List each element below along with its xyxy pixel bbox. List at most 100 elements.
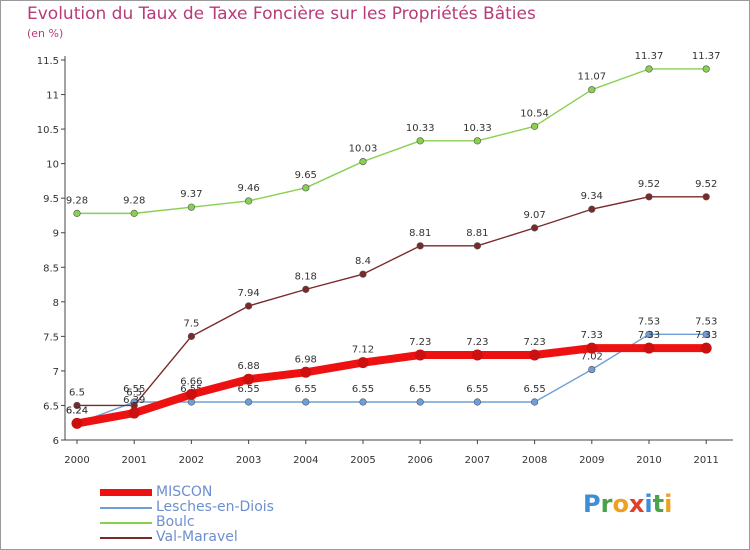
logo-letter: i: [664, 490, 673, 518]
logo-letter: r: [600, 490, 613, 518]
data-point-boulc: [645, 65, 653, 73]
data-label-boulc: 10.33: [406, 123, 435, 134]
data-label-boulc: 11.37: [692, 51, 721, 62]
chart-title: Evolution du Taux de Taxe Foncière sur l…: [27, 4, 536, 24]
data-point-val-maravel: [187, 332, 195, 340]
data-point-boulc: [359, 157, 367, 166]
data-point-lesches-en-diois: [530, 398, 539, 406]
data-label-val-maravel: 8.81: [409, 228, 431, 239]
data-label-boulc: 10.33: [463, 123, 492, 134]
data-label-lesches-en-diois: 7.02: [581, 352, 603, 363]
data-label-val-maravel: 7.94: [237, 288, 259, 299]
unit-label: (en %): [27, 27, 64, 40]
data-point-boulc: [473, 137, 482, 145]
data-label-boulc: 9.37: [180, 189, 202, 200]
data-point-val-maravel: [702, 193, 710, 201]
proxiti-logo: Proxiti: [583, 490, 672, 518]
data-point-lesches-en-diois: [416, 398, 424, 406]
data-label-miscon: 7.33: [695, 330, 717, 341]
data-point-val-maravel: [245, 302, 253, 310]
data-point-val-maravel: [588, 205, 596, 213]
data-point-val-maravel: [645, 193, 653, 201]
data-point-val-maravel: [73, 401, 81, 410]
y-tick-label: 7: [53, 367, 59, 378]
data-label-miscon: 7.23: [466, 337, 488, 348]
x-tick-label: 2001: [121, 455, 146, 466]
data-point-val-maravel: [530, 224, 539, 232]
x-tick-label: 2010: [636, 455, 661, 466]
data-point-miscon: [357, 357, 369, 369]
data-point-miscon: [300, 366, 312, 378]
data-label-lesches-en-diois: 7.53: [638, 316, 660, 327]
data-point-boulc: [302, 184, 310, 192]
y-tick-label: 6: [53, 436, 59, 447]
x-tick-label: 2004: [293, 455, 318, 466]
data-point-boulc: [73, 209, 81, 217]
y-tick-label: 10: [46, 160, 59, 171]
data-label-miscon: 6.39: [123, 395, 145, 406]
data-point-lesches-en-diois: [245, 398, 253, 406]
data-point-lesches-en-diois: [588, 365, 596, 374]
series-line-val-maravel: [76, 196, 707, 407]
data-point-boulc: [416, 137, 424, 145]
legend-swatch: [100, 537, 152, 539]
data-label-lesches-en-diois: 7.53: [695, 316, 717, 327]
x-tick-label: 2006: [407, 455, 432, 466]
data-label-miscon: 6.88: [237, 361, 259, 372]
legend-label: Lesches-en-Diois: [156, 499, 274, 515]
data-point-val-maravel: [302, 285, 310, 293]
data-label-miscon: 7.23: [523, 337, 545, 348]
y-tick-label: 10.5: [37, 125, 59, 136]
data-point-miscon: [128, 407, 140, 419]
data-point-boulc: [530, 122, 539, 130]
data-label-val-maravel: 9.52: [638, 179, 660, 190]
data-label-boulc: 11.07: [577, 72, 606, 83]
data-point-boulc: [588, 86, 596, 94]
legend-label: Boulc: [156, 514, 195, 530]
x-tick-label: 2003: [236, 455, 261, 466]
data-point-miscon: [529, 349, 541, 361]
data-label-lesches-en-diois: 6.24: [66, 405, 88, 416]
logo-letter: i: [644, 490, 653, 518]
y-tick-label: 7.5: [43, 332, 59, 343]
data-point-val-maravel: [473, 242, 482, 250]
data-label-lesches-en-diois: 6.55: [295, 384, 317, 395]
data-point-boulc: [187, 203, 195, 211]
data-label-val-maravel: 6.5: [69, 387, 85, 398]
data-label-lesches-en-diois: 6.55: [123, 384, 145, 395]
data-point-miscon: [185, 388, 197, 400]
data-label-lesches-en-diois: 6.55: [237, 384, 259, 395]
data-label-miscon: 7.33: [638, 330, 660, 341]
data-label-val-maravel: 8.18: [295, 271, 317, 282]
x-tick-label: 2007: [465, 455, 490, 466]
y-tick-label: 8.5: [43, 263, 59, 274]
data-label-lesches-en-diois: 6.55: [466, 384, 488, 395]
data-label-miscon: 6.98: [295, 354, 317, 365]
y-tick-label: 11.5: [37, 56, 59, 67]
data-label-val-maravel: 9.52: [695, 179, 717, 190]
data-point-lesches-en-diois: [645, 330, 653, 338]
data-label-val-maravel: 8.81: [466, 228, 488, 239]
y-tick-label: 6.5: [43, 401, 59, 412]
y-tick-label: 8: [53, 298, 59, 309]
data-point-val-maravel: [359, 270, 367, 278]
logo-letter: x: [628, 490, 645, 518]
legend-swatch: [100, 522, 152, 524]
data-point-miscon: [414, 349, 426, 361]
x-tick-label: 2000: [64, 455, 89, 466]
data-point-lesches-en-diois: [359, 398, 367, 406]
data-label-val-maravel: 7.5: [183, 318, 199, 329]
data-point-lesches-en-diois: [702, 330, 710, 338]
data-label-val-maravel: 9.34: [581, 191, 603, 202]
legend-label: Val-Maravel: [156, 529, 238, 545]
series-line-lesches-en-diois: [76, 333, 707, 425]
legend-label: MISCON: [156, 484, 213, 500]
y-tick-label: 9.5: [43, 194, 59, 205]
data-label-miscon: 7.23: [409, 337, 431, 348]
data-point-boulc: [130, 209, 138, 217]
legend-swatch: [100, 489, 152, 496]
data-point-boulc: [245, 197, 253, 205]
data-label-boulc: 9.65: [295, 170, 317, 181]
data-label-miscon: 7.33: [581, 330, 603, 341]
